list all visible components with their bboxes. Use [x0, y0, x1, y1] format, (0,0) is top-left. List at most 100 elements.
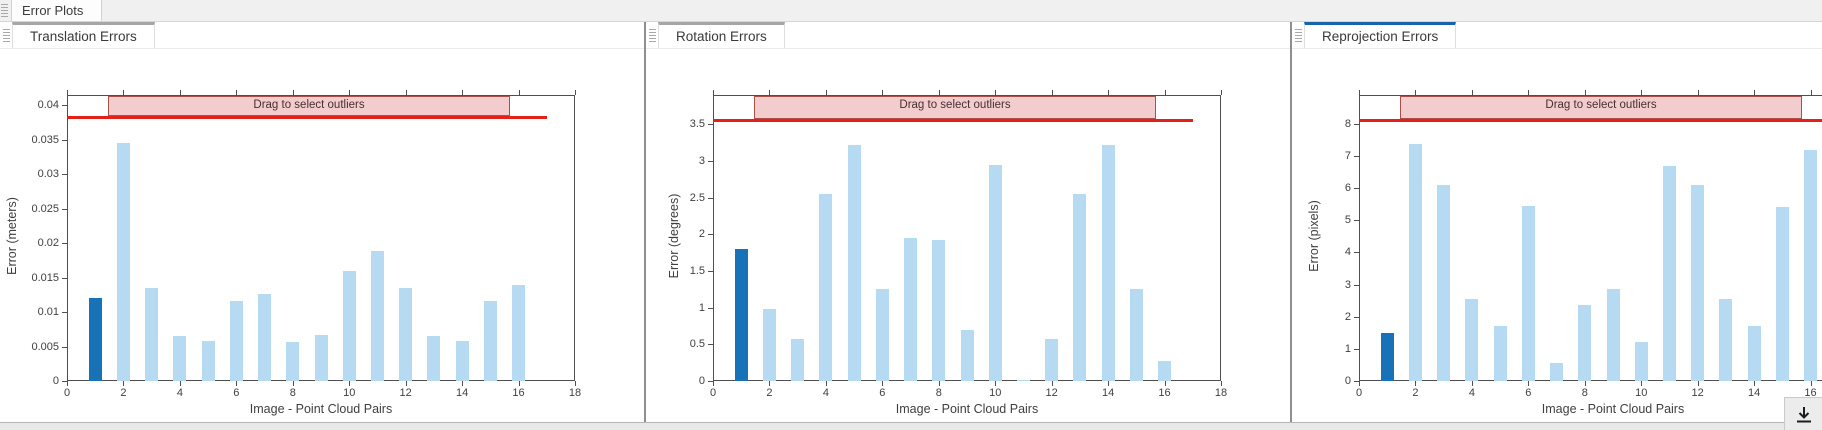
bar[interactable] — [1465, 299, 1479, 381]
bottom-status-strip — [0, 422, 1822, 430]
tab-reprojection-errors[interactable]: Reprojection Errors — [1304, 22, 1457, 48]
x-top-tick — [1359, 90, 1360, 95]
y-tick — [708, 307, 713, 309]
x-tick-label: 2 — [120, 387, 127, 399]
x-tick-label: 14 — [1101, 387, 1115, 399]
y-axis-label: Error (pixels) — [1307, 200, 1321, 272]
bar[interactable] — [762, 309, 776, 381]
grip-handle-icon[interactable] — [3, 29, 10, 42]
bar[interactable] — [847, 144, 861, 381]
bar[interactable] — [1804, 149, 1818, 381]
bar[interactable] — [314, 334, 328, 381]
bar[interactable] — [370, 251, 384, 381]
bar[interactable] — [932, 240, 946, 381]
outlier-threshold-line[interactable] — [713, 118, 1193, 122]
bar[interactable] — [1408, 143, 1422, 381]
y-tick-label: 2 — [1344, 310, 1351, 323]
bar[interactable] — [1073, 194, 1087, 381]
bar[interactable] — [1380, 332, 1394, 381]
x-top-tick — [236, 90, 238, 95]
x-tick-label: 14 — [455, 387, 469, 399]
bar[interactable] — [512, 284, 526, 381]
bar[interactable] — [88, 298, 102, 381]
x-top-tick — [769, 90, 771, 95]
reprojection-errors-chart: Drag to select outliers02468101214161801… — [1292, 48, 1822, 422]
panel-reprojection-errors: Reprojection Errors Drag to select outli… — [1290, 22, 1822, 422]
tab-translation-errors[interactable]: Translation Errors — [12, 22, 155, 48]
dock-arrow-down-icon[interactable] — [1794, 405, 1814, 425]
outlier-band-label: Drag to select outliers — [899, 99, 1011, 111]
grip-handle-icon[interactable] — [649, 29, 656, 42]
y-tick-label: 3 — [698, 155, 705, 167]
x-top-tick — [1584, 90, 1586, 95]
bar[interactable] — [988, 164, 1002, 381]
y-axis-label: Error (degrees) — [667, 193, 681, 279]
y-tick — [1354, 220, 1359, 222]
x-top-tick — [825, 90, 827, 95]
x-tick-label: 12 — [1691, 387, 1704, 399]
bar[interactable] — [1016, 379, 1030, 381]
y-tick — [708, 344, 713, 346]
bar[interactable] — [286, 342, 300, 381]
bar[interactable] — [1662, 165, 1676, 381]
y-tick — [708, 197, 713, 199]
bar[interactable] — [1493, 326, 1507, 381]
x-top-tick — [1471, 90, 1473, 95]
outlier-select-band[interactable] — [107, 96, 511, 117]
tab-error-plots[interactable]: Error Plots — [11, 0, 103, 21]
x-top-tick — [1221, 90, 1222, 95]
bar[interactable] — [258, 294, 272, 381]
grip-handle-icon[interactable] — [1295, 29, 1302, 42]
outlier-select-band[interactable] — [753, 96, 1157, 119]
bar[interactable] — [201, 341, 215, 381]
outlier-threshold-line[interactable] — [67, 116, 547, 120]
x-tick — [462, 381, 464, 386]
bar[interactable] — [342, 270, 356, 381]
bar[interactable] — [1101, 144, 1115, 381]
bar[interactable] — [1045, 339, 1059, 381]
bar[interactable] — [875, 289, 889, 381]
bar[interactable] — [1747, 326, 1761, 381]
bar[interactable] — [904, 238, 918, 381]
y-tick — [1354, 156, 1359, 158]
y-tick — [62, 277, 67, 279]
bar[interactable] — [116, 143, 130, 381]
bar[interactable] — [734, 249, 748, 381]
bar[interactable] — [1437, 184, 1451, 381]
bar[interactable] — [1129, 289, 1143, 381]
y-axis-label: Error (meters) — [5, 197, 19, 275]
y-tick — [708, 381, 713, 382]
outlier-select-band[interactable] — [1399, 96, 1803, 120]
bar[interactable] — [173, 335, 187, 381]
bar[interactable] — [791, 339, 805, 381]
bar[interactable] — [819, 194, 833, 381]
bar[interactable] — [1775, 207, 1789, 381]
bar[interactable] — [1578, 305, 1592, 381]
bar[interactable] — [455, 341, 469, 381]
bar[interactable] — [1719, 299, 1733, 381]
x-tick-label: 0 — [709, 387, 717, 399]
tab-rotation-errors[interactable]: Rotation Errors — [658, 22, 785, 48]
y-tick — [62, 174, 67, 176]
y-tick — [1354, 252, 1359, 254]
bar[interactable] — [1606, 289, 1620, 381]
x-tick — [713, 381, 714, 386]
bar[interactable] — [483, 301, 497, 381]
x-tick-label: 14 — [1747, 387, 1761, 399]
bar[interactable] — [1158, 361, 1172, 381]
bar[interactable] — [229, 301, 243, 381]
y-tick-label: 0.02 — [37, 237, 59, 250]
grip-handle-icon[interactable] — [1, 4, 8, 17]
bar[interactable] — [399, 287, 413, 381]
bar[interactable] — [427, 335, 441, 381]
bar[interactable] — [145, 287, 159, 381]
x-tick-label: 4 — [1468, 387, 1475, 399]
bar[interactable] — [1521, 205, 1535, 381]
bar[interactable] — [1550, 363, 1564, 381]
y-tick — [62, 381, 67, 382]
bar[interactable] — [960, 329, 974, 381]
outlier-threshold-line[interactable] — [1359, 119, 1822, 123]
x-top-tick — [1108, 90, 1110, 95]
bar[interactable] — [1691, 184, 1705, 381]
bar[interactable] — [1634, 342, 1648, 381]
